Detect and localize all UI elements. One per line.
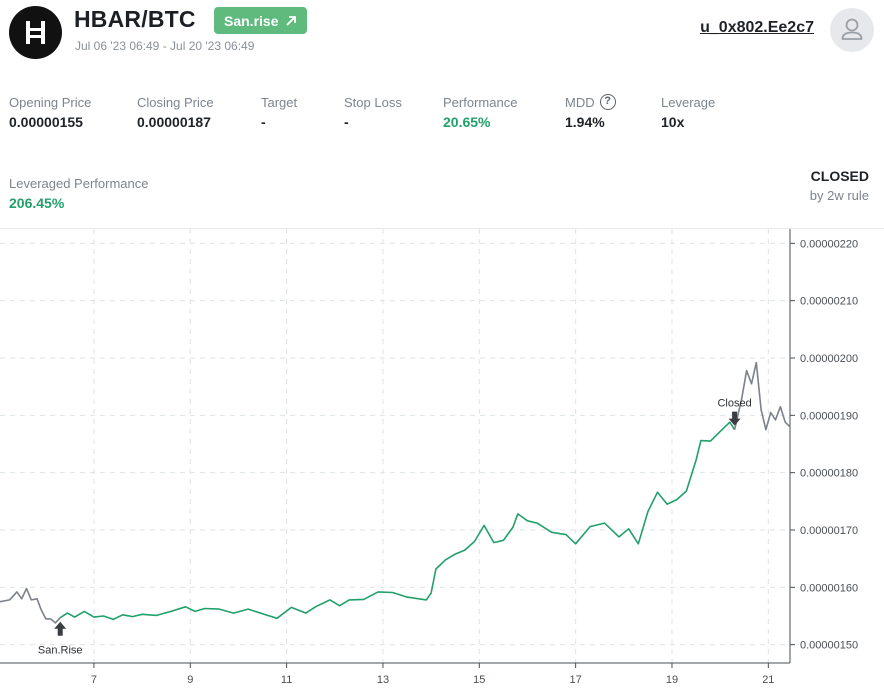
leveraged-performance-label: Leveraged Performance <box>9 176 149 191</box>
leverage-label: Leverage <box>661 94 716 110</box>
series-line-before-open <box>0 587 61 624</box>
target-label: Target <box>261 94 298 110</box>
status-rule: by 2w rule <box>809 188 869 203</box>
x-tick-label: 13 <box>377 674 389 686</box>
opening-price-stat: Opening Price 0.00000155 <box>9 94 92 131</box>
y-tick-label: 0.00000210 <box>800 296 858 308</box>
arrow-up-right-icon <box>286 15 297 26</box>
series-line-after-close <box>733 361 791 431</box>
pair-title: HBAR/BTC <box>74 6 196 32</box>
closing-price-label: Closing Price <box>137 94 214 110</box>
header: HBAR/BTC San.rise Jul 06 '23 06:49 - Jul… <box>0 0 884 62</box>
marker-label-close: Closed <box>717 398 751 410</box>
tag-label: San.rise <box>224 12 279 29</box>
marker-arrow-up <box>54 621 67 636</box>
stop-loss-value: - <box>344 114 349 130</box>
y-tick-label: 0.00000220 <box>800 238 858 250</box>
leverage-value: 10x <box>661 114 685 130</box>
x-tick-label: 19 <box>666 674 678 686</box>
performance-value: 20.65% <box>443 114 491 130</box>
leveraged-performance-value: 206.45% <box>9 195 65 211</box>
y-tick-label: 0.00000200 <box>800 353 858 365</box>
performance-stat: Performance 20.65% <box>443 94 518 131</box>
x-tick-label: 17 <box>570 674 582 686</box>
status-state: CLOSED <box>810 168 869 184</box>
opening-price-value: 0.00000155 <box>9 114 83 130</box>
x-tick-label: 11 <box>281 674 292 686</box>
strategy-tag-button[interactable]: San.rise <box>214 7 308 34</box>
leveraged-performance-stat: Leveraged Performance 206.45% <box>9 176 148 211</box>
x-tick-label: 15 <box>473 674 485 686</box>
x-tick-label: 9 <box>187 674 193 686</box>
target-value: - <box>261 114 266 130</box>
target-stat: Target - <box>261 94 298 131</box>
y-tick-label: 0.00000150 <box>800 640 858 652</box>
leverage-stat: Leverage 10x <box>661 94 716 131</box>
y-tick-label: 0.00000180 <box>800 468 858 480</box>
closing-price-value: 0.00000187 <box>137 114 211 130</box>
performance-label: Performance <box>443 94 518 110</box>
y-tick-label: 0.00000190 <box>800 410 858 422</box>
stop-loss-stat: Stop Loss - <box>344 94 402 131</box>
price-chart[interactable]: 0.00000150 0.00000160 0.00000170 0.00000180… <box>0 229 884 697</box>
y-tick-label: 0.00000170 <box>800 525 858 537</box>
opening-price-label: Opening Price <box>9 94 92 110</box>
x-tick-label: 7 <box>91 674 97 686</box>
stop-loss-label: Stop Loss <box>344 94 402 110</box>
date-range: Jul 06 '23 06:49 - Jul 20 '23 06:49 <box>75 39 255 53</box>
hbar-logo-icon <box>9 6 62 59</box>
avatar[interactable] <box>830 8 874 52</box>
marker-arrow-down <box>728 411 741 426</box>
mdd-stat: MDD ? 1.94% <box>565 94 616 130</box>
price-chart-svg[interactable]: 0.00000150 0.00000160 0.00000170 0.00000180… <box>0 229 884 697</box>
mdd-value: 1.94% <box>565 114 605 130</box>
series-line-trade <box>59 421 736 621</box>
help-circle-icon[interactable]: ? <box>599 94 616 110</box>
user-link[interactable]: u_0x802.Ee2c7 <box>700 19 814 36</box>
y-tick-label: 0.00000160 <box>800 582 858 594</box>
user-icon <box>841 18 863 40</box>
marker-label-open: San.Rise <box>38 645 83 657</box>
divider <box>0 228 884 229</box>
mdd-label: MDD <box>565 94 595 110</box>
closing-price-stat: Closing Price 0.00000187 <box>137 94 214 131</box>
trade-status: CLOSED by 2w rule <box>810 168 869 203</box>
x-tick-label: 21 <box>762 674 774 686</box>
